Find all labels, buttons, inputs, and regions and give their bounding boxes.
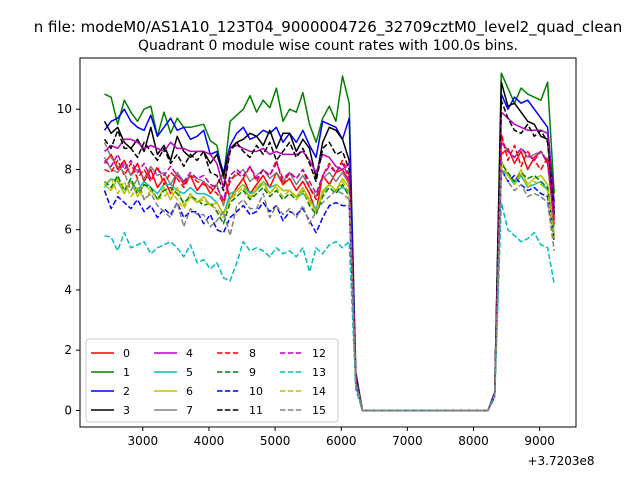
figure-suptitle: n file: modeM0/AS1A10_123T04_9000004726_… (34, 18, 623, 37)
legend-label-module-0: 0 (123, 347, 130, 360)
series-line-module-15 (103, 141, 555, 412)
legend-label-module-7: 7 (186, 404, 193, 417)
legend-label-module-5: 5 (186, 366, 193, 379)
legend-label-module-1: 1 (123, 366, 130, 379)
plot-frame (79, 57, 577, 428)
legend-label-module-10: 10 (249, 385, 263, 398)
legend-label-module-6: 6 (186, 385, 193, 398)
y-tick-label: 4 (64, 283, 72, 297)
series-line-module-10 (103, 168, 555, 412)
x-tick-label: 7000 (392, 434, 423, 448)
x-tick-label: 5000 (260, 434, 291, 448)
y-tick-label: 6 (64, 223, 72, 237)
x-tick-label: 9000 (524, 434, 555, 448)
legend-box (85, 338, 339, 423)
x-tick-label: 8000 (458, 434, 489, 448)
x-tick-label: 4000 (194, 434, 225, 448)
series-layer (103, 72, 555, 412)
y-tick-label: 0 (64, 403, 72, 417)
legend-label-module-9: 9 (249, 366, 256, 379)
legend-label-module-14: 14 (312, 385, 326, 398)
legend-label-module-13: 13 (312, 366, 326, 379)
x-axis-offset-label: +3.7203e8 (527, 454, 594, 468)
y-tick-label: 8 (64, 162, 72, 176)
legend-label-module-8: 8 (249, 347, 256, 360)
legend-label-module-12: 12 (312, 347, 326, 360)
legend-label-module-11: 11 (249, 404, 263, 417)
chart-title: Quadrant 0 module wise count rates with … (138, 38, 518, 54)
x-tick-label: 6000 (326, 434, 357, 448)
legend-label-module-15: 15 (312, 404, 326, 417)
legend-label-module-2: 2 (123, 385, 130, 398)
y-tick-label: 10 (57, 102, 72, 116)
legend-label-module-4: 4 (186, 347, 193, 360)
y-tick-label: 2 (64, 343, 72, 357)
x-tick-label: 3000 (128, 434, 159, 448)
legend-label-module-3: 3 (123, 404, 130, 417)
